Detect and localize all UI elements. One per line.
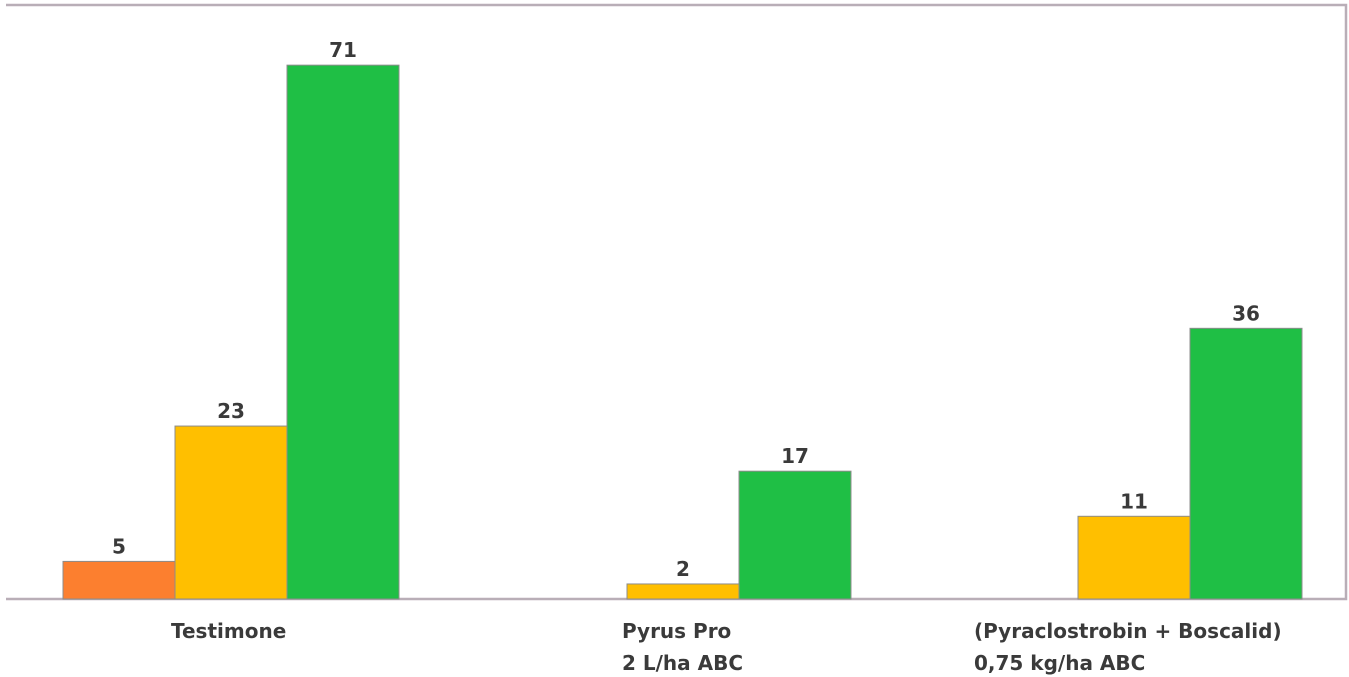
bar-cat2-series2	[626, 583, 740, 600]
category-label-2-line2: 2 L/ha ABC	[622, 651, 743, 675]
category-label-2-line1: Pyrus Pro	[622, 619, 731, 643]
bar-cat1-series1	[62, 560, 176, 600]
bar-cat3-series3	[1189, 327, 1303, 600]
category-label-3-line1: (Pyraclostrobin + Boscalid)	[974, 619, 1282, 643]
bar-cat1-series2	[174, 425, 288, 600]
category-label-1-line1: Testimone	[171, 619, 286, 643]
value-label-cat1-series2: 23	[217, 399, 245, 423]
value-label-cat3-series3: 36	[1232, 301, 1260, 325]
value-label-cat1-series1: 5	[112, 534, 126, 558]
value-label-cat1-series3: 71	[329, 38, 357, 62]
category-label-3-line2: 0,75 kg/ha ABC	[974, 651, 1145, 675]
value-label-cat3-series2: 11	[1120, 489, 1148, 513]
bar-cat3-series2	[1077, 515, 1191, 600]
bar-cat1-series3	[286, 64, 400, 600]
value-label-cat2-series3: 17	[781, 444, 809, 468]
bar-cat2-series3	[738, 470, 852, 600]
category-labels: Testimone Pyrus Pro 2 L/ha ABC (Pyraclostro…	[171, 619, 1282, 675]
value-label-cat2-series2: 2	[676, 557, 690, 581]
value-labels: 5 23 71 2 17 11 36	[112, 38, 1260, 581]
bars	[62, 64, 1303, 600]
